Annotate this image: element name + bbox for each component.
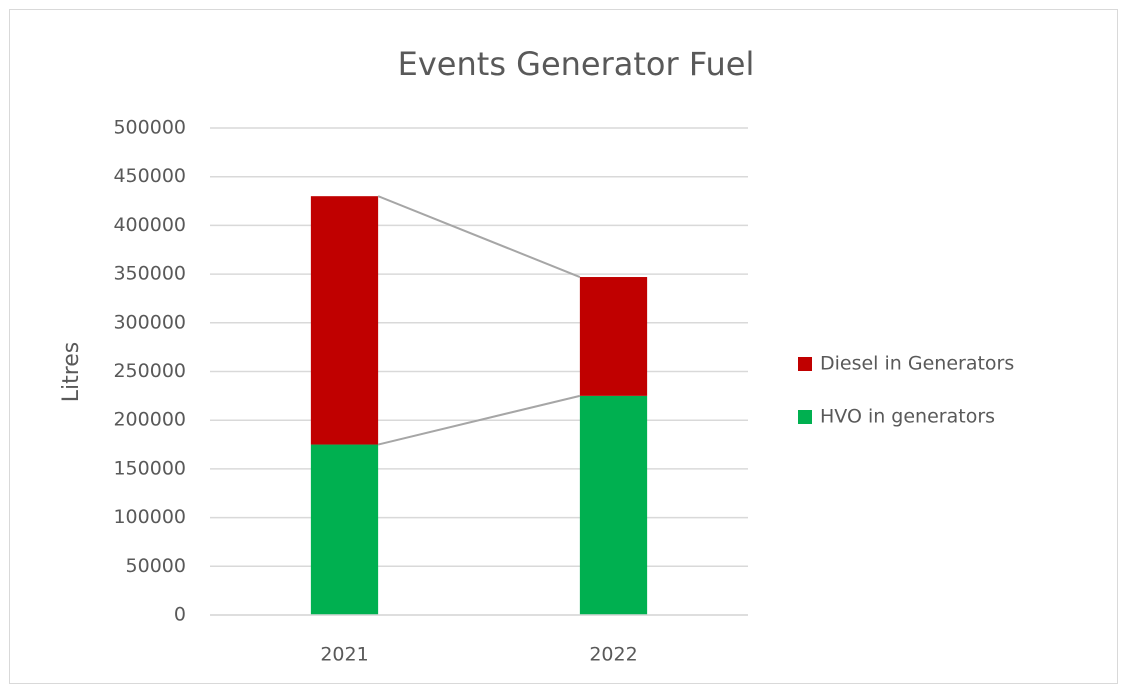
series-line	[377, 195, 581, 278]
y-tick-label: 100000	[113, 506, 186, 528]
y-tick-label: 300000	[113, 311, 186, 333]
legend-swatch	[798, 410, 812, 424]
bar-segment	[310, 444, 379, 615]
chart-title: Events Generator Fuel	[398, 45, 755, 83]
y-tick-label: 0	[174, 604, 186, 626]
chart-border	[9, 9, 1118, 684]
legend-label: HVO in generators	[820, 406, 995, 428]
y-tick-label: 250000	[113, 360, 186, 382]
y-tick-label: 500000	[113, 117, 186, 139]
y-tick-label: 450000	[113, 165, 186, 187]
legend-swatch	[798, 357, 812, 371]
legend-label: Diesel in Generators	[820, 353, 1014, 375]
y-axis-label: Litres	[59, 342, 84, 403]
y-tick-label: 50000	[126, 555, 186, 577]
x-tick-label: 2022	[589, 644, 637, 666]
bar-segment	[310, 196, 379, 445]
y-tick-label: 200000	[113, 409, 186, 431]
y-tick-label: 150000	[113, 457, 186, 479]
series-line	[377, 394, 581, 446]
bar-segment	[579, 395, 648, 615]
y-tick-label: 350000	[113, 263, 186, 285]
x-tick-label: 2021	[320, 644, 368, 666]
bar-segment	[579, 277, 648, 396]
y-tick-label: 400000	[113, 214, 186, 236]
